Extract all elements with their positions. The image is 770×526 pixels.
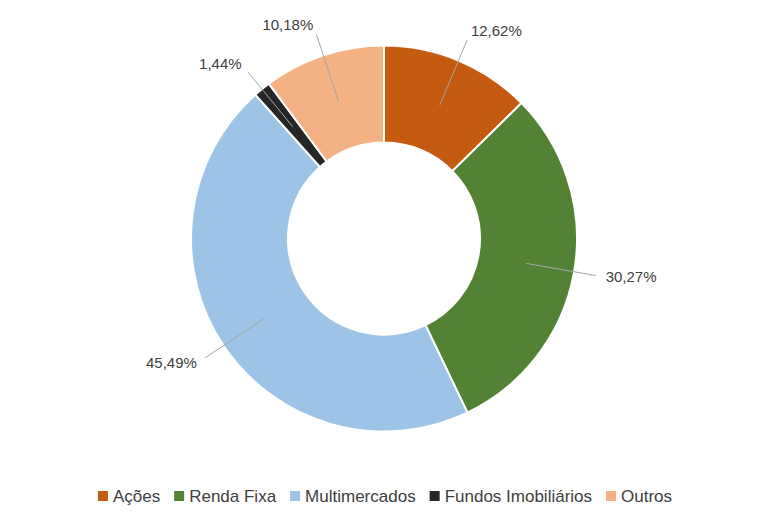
slice (269, 46, 384, 162)
legend-label: Renda Fixa (189, 487, 276, 506)
leader-line (248, 72, 293, 127)
legend-swatch (174, 491, 184, 501)
legend-swatch (98, 491, 108, 501)
legend-swatch (290, 491, 300, 501)
legend-label: Fundos Imobiliários (445, 487, 592, 506)
legend: Ações Renda Fixa Multimercados Fundos Imobi… (98, 487, 672, 506)
leader-line (526, 263, 595, 275)
legend-swatch (606, 491, 616, 501)
slices (191, 46, 577, 432)
leader-line (440, 40, 467, 105)
data-label: 12,62% (471, 22, 522, 39)
chart: 12,62% 30,27% 45,49% 1,44% 10,18% Ações Renda … (0, 0, 770, 526)
legend-swatch (430, 491, 440, 501)
leader-line (316, 34, 338, 101)
data-label: 45,49% (146, 354, 197, 371)
data-labels: 12,62% 30,27% 45,49% 1,44% 10,18% (146, 16, 657, 371)
data-label: 30,27% (606, 268, 657, 285)
data-label: 1,44% (199, 55, 242, 72)
legend-label: Multimercados (305, 487, 416, 506)
data-label: 10,18% (262, 16, 313, 33)
legend-label: Outros (621, 487, 672, 506)
slice (425, 103, 577, 412)
leader-line (205, 319, 264, 358)
legend-label: Ações (113, 487, 160, 506)
